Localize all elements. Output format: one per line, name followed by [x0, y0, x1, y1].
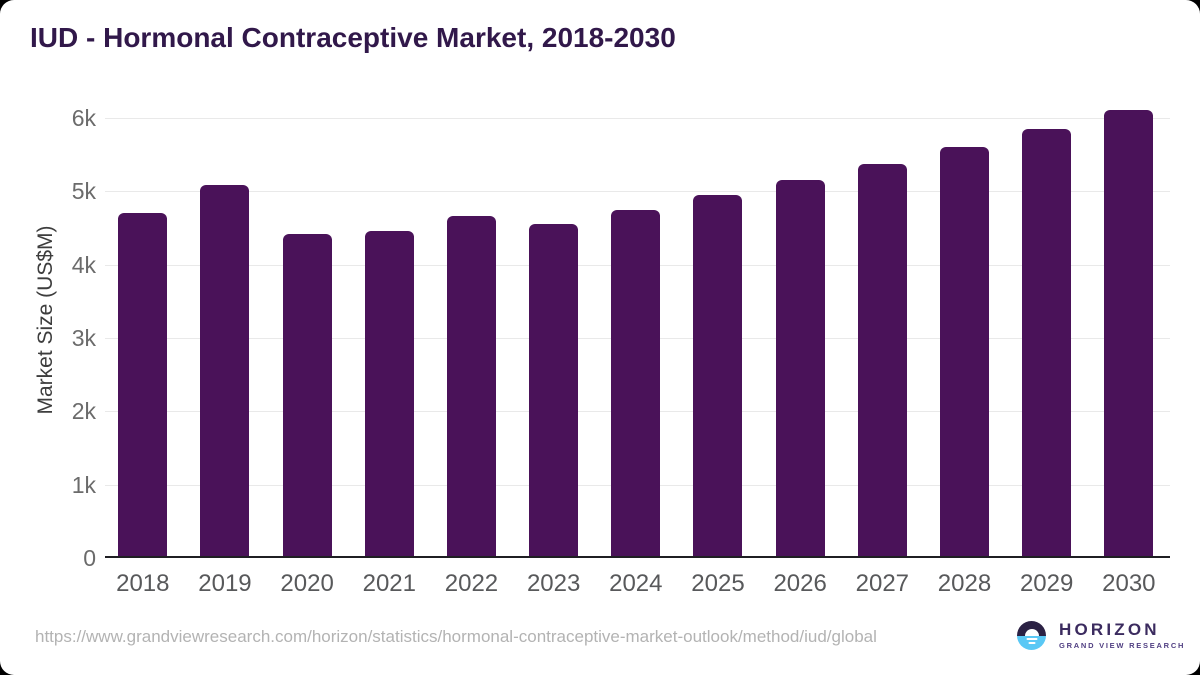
y-tick-label: 0	[83, 545, 96, 571]
y-tick-label: 3k	[71, 325, 96, 351]
bar-2021	[364, 230, 414, 558]
bar-2020	[282, 233, 332, 558]
bar-2018	[118, 213, 168, 558]
logo-sea-half	[1017, 635, 1046, 650]
horizon-logo: HORIZON GRAND VIEW RESEARCH	[1017, 621, 1185, 650]
chart-title: IUD - Hormonal Contraceptive Market, 201…	[30, 22, 676, 53]
bar-2019	[200, 185, 250, 558]
bar-2022	[446, 215, 496, 558]
x-tick-label: 2019	[198, 570, 252, 597]
bar-2030	[1104, 109, 1154, 558]
y-tick-label: 4k	[71, 251, 96, 278]
x-tick-label: 2029	[1019, 570, 1074, 597]
logo-text: HORIZON GRAND VIEW RESEARCH	[1059, 621, 1185, 650]
y-tick-label: 1k	[71, 471, 96, 498]
x-tick-label: 2022	[444, 570, 499, 597]
x-tick-label: 2023	[526, 570, 581, 597]
x-tick-label: 2020	[280, 570, 334, 597]
y-tick-label: 2k	[71, 398, 96, 425]
logo-reflection-line	[1028, 641, 1035, 644]
gridline	[105, 118, 1170, 120]
plot-area	[105, 100, 1170, 558]
bar-2028	[940, 147, 989, 558]
x-tick-label: 2018	[116, 570, 170, 597]
bar-2029	[1022, 129, 1072, 558]
bar-2024	[611, 210, 661, 558]
bar-2026	[775, 180, 825, 558]
x-tick-label: 2028	[937, 570, 992, 597]
x-tick-label: 2026	[773, 570, 827, 597]
y-tick-label: 5k	[71, 178, 96, 205]
logo-name: HORIZON	[1059, 620, 1160, 640]
x-axis-line	[105, 556, 1170, 558]
bar-2023	[529, 223, 579, 558]
y-tick-label: 6k	[71, 105, 96, 132]
logo-sun-arch	[1024, 628, 1039, 636]
x-tick-label: 2030	[1102, 570, 1156, 597]
source-url: https://www.grandviewresearch.com/horizo…	[35, 627, 877, 646]
logo-subtitle: GRAND VIEW RESEARCH	[1059, 640, 1186, 650]
logo-reflection-line	[1026, 637, 1037, 640]
x-tick-label: 2021	[362, 570, 416, 597]
bar-2027	[857, 164, 907, 558]
bar-2025	[693, 195, 743, 558]
x-tick-label: 2025	[691, 570, 745, 597]
x-tick-label: 2024	[609, 570, 663, 597]
horizon-logo-icon	[1017, 621, 1046, 650]
gridline	[105, 191, 1170, 193]
logo-sky-half	[1017, 621, 1046, 636]
x-tick-label: 2027	[855, 570, 910, 597]
